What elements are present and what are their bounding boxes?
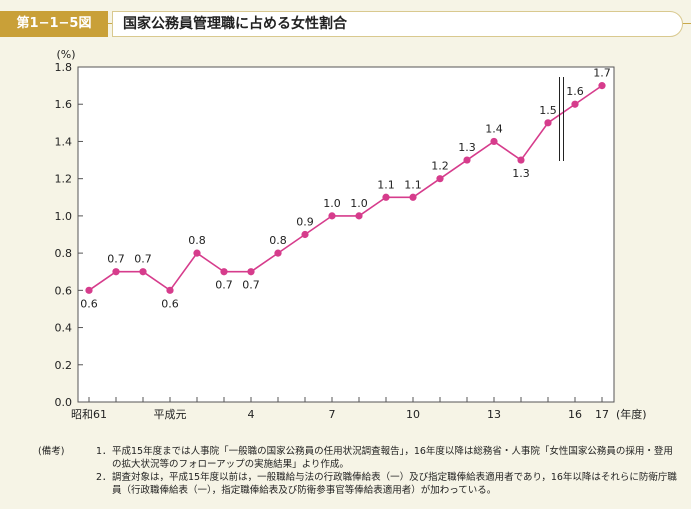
plot-area [77,66,615,403]
data-label: 1.3 [458,141,476,154]
figure-number-badge: 第1−1−5図 [0,11,108,37]
y-tick-label: 0.0 [55,396,73,409]
data-point [220,268,228,276]
data-point [490,137,498,146]
chart-area: 0.0 0.2 0.4 0.6 0.8 1.0 1.2 1.4 1.6 1.8 (%) 昭和61 平成元… [0,44,691,434]
x-tick-label: 13 [487,408,501,421]
note-number: 1． [96,446,112,457]
data-point [328,212,336,220]
data-label: 0.7 [242,279,260,292]
data-label: 0.7 [215,279,233,292]
data-point [436,175,444,183]
y-tick-label: 1.4 [55,135,73,148]
data-label: 1.2 [431,160,449,173]
note-text: 調査対象は，平成15年度以前は，一般職給与法の行政職俸給表（一）及び指定職俸給表… [112,472,677,496]
figure-header: 第1−1−5図 国家公務員管理職に占める女性割合 [0,8,691,40]
data-label: 1.3 [512,167,530,180]
data-label: 1.7 [593,67,611,80]
data-point [301,230,309,239]
data-point [85,286,93,294]
note-row-2: 2． 調査対象は，平成15年度以前は，一般職給与法の行政職俸給表（一）及び指定職… [38,471,678,497]
data-point [247,268,255,276]
data-label: 0.7 [107,253,125,266]
data-label: 1.1 [377,178,395,191]
data-point [571,100,579,108]
note-number: 2． [96,472,112,483]
y-tick-label: 1.8 [55,61,73,74]
data-point [409,193,417,201]
notes-lead: (備考) [38,446,65,457]
data-label: 0.9 [296,216,314,229]
data-point [517,156,525,164]
data-point [274,249,282,257]
data-label: 0.8 [188,234,206,247]
data-label: 1.5 [539,104,557,117]
data-label: 0.7 [134,253,152,266]
x-tick-label: 17 [595,408,609,421]
data-point [355,212,363,220]
data-point [382,193,390,201]
x-tick-label: 10 [406,408,420,421]
data-point [544,119,552,127]
data-label: 0.6 [80,297,98,310]
data-label: 1.1 [404,178,422,191]
y-tick-label: 1.2 [55,173,73,186]
data-label: 1.0 [323,197,341,210]
data-label: 1.6 [566,85,584,98]
notes-section: (備考) 1． 平成15年度までは人事院「一般職の国家公務員の任用状況調査報告」… [38,445,678,497]
line-chart: 0.0 0.2 0.4 0.6 0.8 1.0 1.2 1.4 1.6 1.8(%) 昭和61 平成元… [55,48,647,421]
data-label: 1.0 [350,197,368,210]
x-axis-unit-label: (年度) [616,407,647,421]
x-tick-label: 昭和61 [71,408,107,421]
x-tick-label: 7 [329,408,336,421]
x-tick-label: 4 [248,408,255,421]
note-text: 平成15年度までは人事院「一般職の国家公務員の任用状況調査報告」，16年度以降は… [112,446,673,470]
data-point [463,156,471,164]
data-label: 1.4 [485,122,503,135]
data-point [166,286,174,294]
data-point [598,82,606,90]
series-line-segment-1 [88,122,549,292]
data-point [139,268,147,276]
note-row-1: (備考) 1． 平成15年度までは人事院「一般職の国家公務員の任用状況調査報告」… [38,445,678,471]
y-tick-label: 0.8 [55,247,73,260]
data-point [112,268,120,276]
y-tick-label: 0.2 [55,359,73,372]
x-tick-label: 16 [568,408,582,421]
chart-title: 国家公務員管理職に占める女性割合 [112,11,683,37]
x-tick-label: 平成元 [154,408,187,421]
data-label: 0.8 [269,234,287,247]
data-label: 0.6 [161,297,179,310]
y-tick-label: 0.4 [55,322,73,335]
y-tick-label: 1.0 [55,210,73,223]
y-axis-unit-label: (%) [56,48,75,61]
y-tick-label: 1.6 [55,98,73,111]
y-tick-label: 0.6 [55,284,73,297]
data-point [193,249,201,257]
